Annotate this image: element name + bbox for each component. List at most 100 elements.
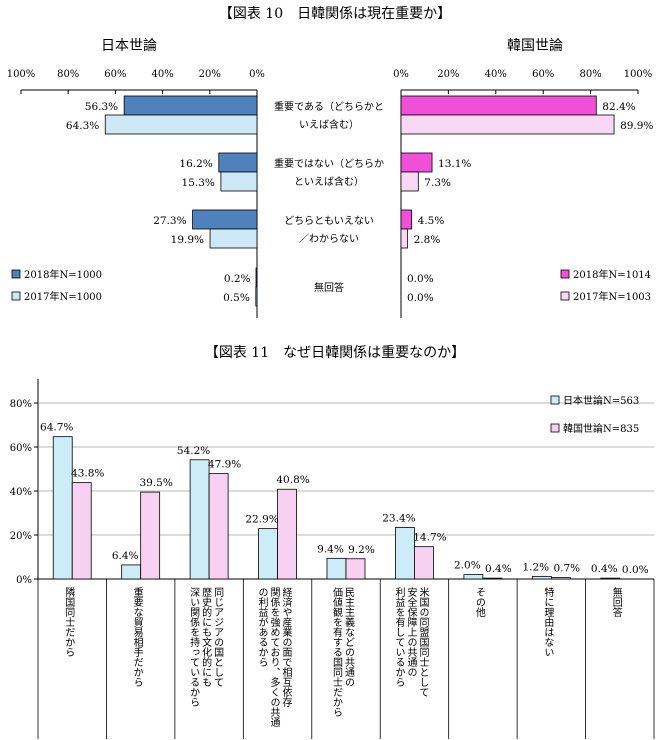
korea-value-label: 0.4% — [485, 563, 512, 575]
japan-value-label: 23.4% — [382, 513, 415, 525]
category-label: といえば含む） — [294, 175, 364, 188]
korea-bar — [414, 546, 434, 580]
korea-bar — [140, 491, 161, 580]
chart10-title: 【図表 10 日韓関係は現在重要か】 — [219, 6, 451, 22]
japan-bar — [395, 527, 415, 580]
japan-bar — [531, 575, 552, 580]
korea-value-label: 47.9% — [208, 459, 241, 471]
category-label: ／わからない — [299, 233, 359, 245]
korea-value-label: 0.0% — [622, 564, 649, 576]
japan-value-label: 1.2% — [522, 561, 549, 573]
category-label: 深い関係を持っているから — [188, 587, 200, 707]
japan-value-label: 6.4% — [112, 550, 139, 562]
korea-value-label: 9.2% — [348, 544, 375, 556]
left-bar-value-label: 19.9% — [171, 234, 204, 246]
category-label: 重要な貿易相手だから — [131, 586, 143, 687]
japan-bar — [463, 574, 484, 580]
category-label: 民主主義などの共通の — [343, 587, 355, 687]
korea-value-label: 14.7% — [413, 532, 446, 544]
korea-bar — [208, 473, 229, 580]
y-tick-label: 80% — [10, 399, 32, 410]
left-axis-tick-label: 20% — [199, 69, 221, 80]
left-bar-value-label: 0.2% — [224, 273, 251, 285]
left-axis-tick-label: 100% — [7, 69, 36, 80]
right-bar-value-label: 2.8% — [414, 234, 441, 246]
category-label: 利益を有しているから — [393, 587, 405, 687]
right-bar — [400, 95, 597, 116]
category-label: 重要である（どちらかと — [274, 100, 384, 113]
right-bar-value-label: 82.4% — [602, 101, 635, 113]
legend-swatch-right — [560, 269, 570, 279]
category-label: 米国の同盟国同士として — [417, 586, 429, 697]
left-bar-value-label: 27.3% — [153, 215, 186, 227]
left-bar-value-label: 0.5% — [223, 292, 250, 304]
y-tick-label: 20% — [10, 531, 32, 542]
korea-bar — [345, 558, 366, 580]
right-bar-value-label: 0.0% — [407, 292, 434, 304]
right-bar-value-label: 7.3% — [424, 177, 451, 189]
japan-bar — [258, 528, 278, 580]
right-axis-tick-label: 40% — [485, 69, 507, 80]
chart-reasons: 【図表 11 なぜ日韓関係は重要なのか】 0% 20% 40% 60% 80% 64.7… — [10, 345, 655, 739]
left-bar-value-label: 15.3% — [182, 177, 215, 189]
category-label: いえば含む） — [299, 118, 359, 131]
left-bar — [255, 267, 258, 288]
legend-swatch — [550, 423, 560, 433]
legend-label: 韓国世論N=835 — [563, 422, 639, 435]
category-label: 歴史的にも文化的にも — [200, 587, 212, 687]
korea-value-label: 40.8% — [276, 474, 309, 486]
right-bar-value-label: 4.5% — [418, 215, 445, 227]
category-label: の利益があるから — [256, 587, 268, 667]
left-axis-tick-label: 40% — [151, 69, 173, 80]
japan-bar — [326, 557, 347, 580]
legend-label-right: 2017年N=1003 — [573, 290, 651, 303]
left-panel-title: 日本世論 — [101, 38, 157, 54]
right-bar — [400, 228, 409, 249]
category-label: 重要ではない（どちらか — [274, 157, 384, 170]
legend-swatch-right — [560, 291, 570, 301]
korea-bar — [71, 482, 92, 580]
right-bar-value-label: 0.0% — [407, 273, 434, 285]
legend-label-left: 2017年N=1000 — [24, 290, 102, 303]
left-bar — [123, 95, 258, 116]
left-axis-tick-label: 80% — [57, 69, 79, 80]
japan-value-label: 0.4% — [591, 563, 618, 575]
japan-value-label: 22.9% — [245, 514, 278, 526]
left-bar — [209, 228, 258, 249]
korea-value-label: 39.5% — [139, 477, 172, 489]
category-label: 無回答 — [610, 586, 622, 618]
y-tick-label: 0% — [16, 575, 32, 586]
left-bar — [255, 286, 258, 307]
chart-importance: 【図表 10 日韓関係は現在重要か】 日本世論 韓国世論 100% 80% 60% 4… — [7, 6, 653, 318]
legend-swatch — [550, 395, 560, 405]
right-bar-value-label: 13.1% — [438, 158, 471, 170]
category-label: 関係を強めており、多くの共通 — [268, 587, 280, 727]
right-bar-value-label: 89.9% — [620, 120, 653, 132]
category-label: 価値観を有する国同士だから — [331, 586, 343, 717]
right-bar — [400, 171, 419, 192]
right-bar — [400, 152, 433, 173]
japan-value-label: 9.4% — [317, 543, 344, 555]
legend-swatch-left — [11, 291, 21, 301]
right-axis-tick-label: 80% — [579, 69, 601, 80]
right-axis-tick-label: 100% — [624, 69, 653, 80]
legend-swatch-left — [11, 269, 21, 279]
japan-value-label: 54.2% — [177, 445, 210, 457]
category-label: 隣国同士だから — [63, 586, 75, 657]
left-bar-value-label: 64.3% — [66, 120, 99, 132]
left-bar — [192, 209, 258, 230]
category-label: 特に理由はない — [542, 587, 554, 657]
legend-label-right: 2018年N=1014 — [573, 268, 651, 281]
japan-bar — [600, 577, 621, 580]
category-label: 安全保障上の共通の — [405, 586, 417, 677]
left-bar-value-label: 16.2% — [179, 158, 212, 170]
right-axis-tick-label: 60% — [532, 69, 554, 80]
right-panel-title: 韓国世論 — [507, 38, 563, 54]
legend-label: 日本世論N=563 — [563, 394, 639, 407]
y-tick-label: 40% — [10, 487, 32, 498]
left-axis-tick-label: 60% — [104, 69, 126, 80]
right-bar — [400, 209, 413, 230]
category-label: その他 — [473, 587, 485, 618]
korea-value-label: 0.7% — [553, 562, 580, 574]
